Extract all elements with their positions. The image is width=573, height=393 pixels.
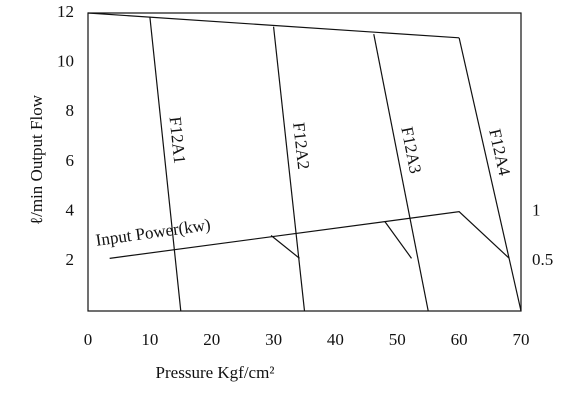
series-line	[149, 16, 182, 312]
y2-tick-label: 1	[532, 201, 541, 220]
x-tick-label: 70	[513, 330, 530, 349]
y-tick-label: 6	[66, 151, 75, 170]
x-tick-label: 10	[141, 330, 158, 349]
x-tick-label: 40	[327, 330, 344, 349]
x-axis-label: Pressure Kgf/cm²	[156, 363, 275, 382]
y-tick-label: 8	[66, 101, 75, 120]
series-label: F12A2	[289, 121, 313, 170]
y-tick-label: 12	[57, 2, 74, 21]
power-label: Input Power(kw)	[94, 215, 211, 250]
x-tick-label: 0	[84, 330, 93, 349]
x-tick-label: 60	[451, 330, 468, 349]
series-line	[458, 37, 522, 312]
series-line	[373, 33, 429, 312]
series-line	[87, 12, 460, 39]
y-tick-label: 4	[66, 201, 75, 220]
series-label: F12A1	[166, 116, 190, 165]
x-tick-label: 20	[203, 330, 220, 349]
series-label: F12A3	[397, 125, 425, 175]
y-tick-label: 2	[66, 250, 75, 269]
x-tick-label: 50	[389, 330, 406, 349]
series-line	[272, 26, 306, 312]
y2-tick-label: 0.5	[532, 250, 553, 269]
series-line	[109, 211, 510, 259]
y-tick-label: 10	[57, 52, 74, 71]
x-tick-label: 30	[265, 330, 282, 349]
y-axis-label: ℓ/min Output Flow	[27, 94, 46, 225]
